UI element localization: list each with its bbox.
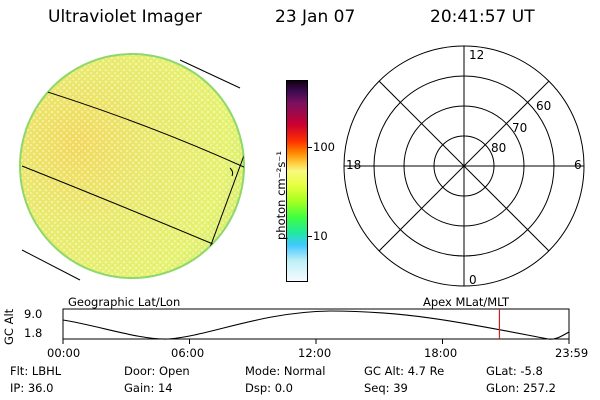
info-door: Door: Open [124, 364, 190, 378]
altitude-xtick-1800: 18:00 [424, 346, 458, 360]
info-value: Open [158, 364, 190, 378]
info-value: 36.0 [27, 381, 54, 395]
instrument-title: Ultraviolet Imager [48, 7, 202, 27]
colorbar-tick-label: 100 [313, 140, 335, 154]
info-gc-alt: GC Alt: 4.7 Re [364, 364, 444, 378]
info-value: Normal [283, 364, 326, 378]
altitude-xtick-1200: 12:00 [298, 346, 332, 360]
info-value: 39 [393, 381, 408, 395]
colorbar [286, 80, 308, 282]
graticule-mark [229, 167, 234, 177]
graticule-line [21, 249, 81, 281]
info-gain: Gain: 14 [124, 381, 173, 395]
altitude-curve [62, 310, 570, 340]
mlt-label-18: 18 [346, 158, 361, 172]
info-label: Gain: [124, 381, 155, 395]
altitude-plot-frame [62, 308, 570, 340]
mlt-label-0: 0 [469, 273, 477, 287]
info-label: Flt: [10, 364, 29, 378]
date-label: 23 Jan 07 [275, 7, 356, 27]
graticule-line [21, 83, 244, 169]
info-label: Door: [124, 364, 156, 378]
info-label: GC Alt: [364, 364, 405, 378]
info-value: 0.0 [274, 381, 293, 395]
altitude-plot [62, 308, 570, 344]
colorbar-unit-label: photon cm⁻²s⁻¹ [274, 151, 288, 240]
altitude-ylabel: GC Alt [2, 308, 16, 345]
altitude-xtick-0600: 06:00 [171, 346, 205, 360]
geographic-coord-label: Geographic Lat/Lon [68, 295, 181, 309]
info-mode: Mode: Normal [245, 364, 325, 378]
info-glat: GLat: -5.8 [486, 364, 543, 378]
mlt-label-6: 6 [574, 158, 582, 172]
lat-label-80: 80 [491, 141, 506, 155]
info-label: Seq: [364, 381, 390, 395]
info-dsp: Dsp: 0.0 [245, 381, 293, 395]
lat-label-60: 60 [536, 99, 551, 113]
info-value: 4.7 Re [407, 364, 445, 378]
altitude-ytick-low: 1.8 [24, 326, 43, 340]
polar-plot: 12 0 18 6 60 70 80 [343, 45, 585, 287]
info-value: 257.2 [522, 381, 556, 395]
polar-axis [378, 80, 550, 252]
info-value: -5.8 [520, 364, 543, 378]
info-label: Mode: [245, 364, 281, 378]
info-label: GLat: [486, 364, 517, 378]
info-value: 14 [157, 381, 173, 395]
uv-image-disk [19, 53, 245, 281]
graticule-line [21, 165, 233, 253]
altitude-xtick-0000: 00:00 [47, 346, 81, 360]
colorbar-tick [307, 236, 312, 237]
altitude-x-ticks [62, 339, 570, 344]
altitude-ytick-high: 9.0 [24, 307, 43, 321]
info-label: Dsp: [245, 381, 272, 395]
info-label: GLon: [486, 381, 520, 395]
info-label: IP: [10, 381, 25, 395]
apex-coord-label: Apex MLat/MLT [423, 295, 510, 309]
disk-texture [21, 55, 243, 277]
lat-label-70: 70 [512, 121, 527, 135]
info-seq: Seq: 39 [364, 381, 408, 395]
info-glon: GLon: 257.2 [486, 381, 556, 395]
mlt-label-12: 12 [469, 48, 484, 62]
altitude-xtick-2359: 23:59 [555, 346, 589, 360]
colorbar-tick-label: 10 [313, 229, 328, 243]
info-value: LBHL [31, 364, 62, 378]
colorbar-tick [307, 147, 312, 148]
graticule-line [179, 59, 241, 89]
info-flt: Flt: LBHL [10, 364, 61, 378]
info-ip: IP: 36.0 [10, 381, 53, 395]
time-label: 20:41:57 UT [430, 7, 535, 27]
